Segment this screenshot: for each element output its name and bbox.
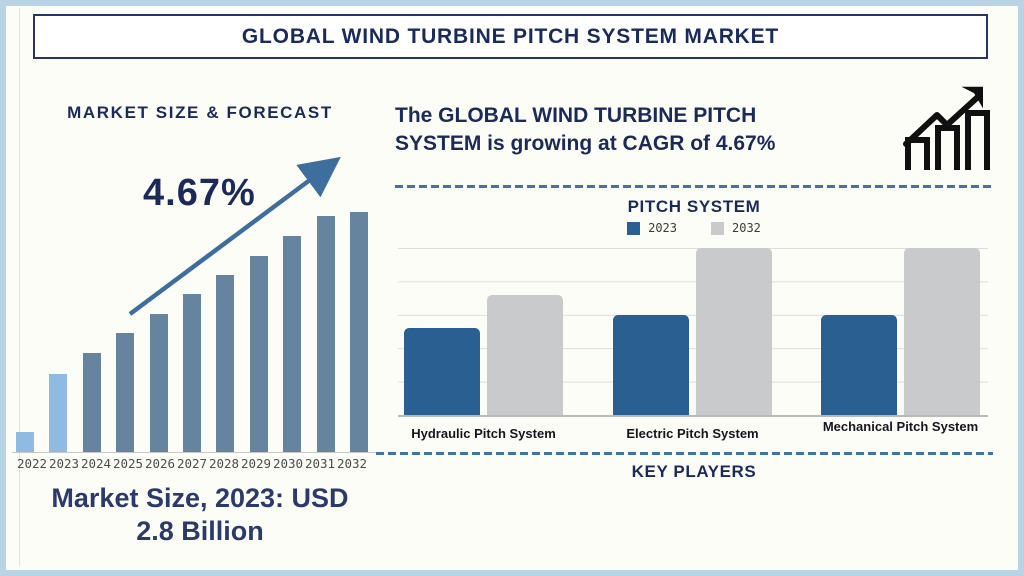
year-label-2024: 2024 bbox=[80, 456, 112, 471]
key-players-heading: KEY PLAYERS bbox=[631, 462, 757, 481]
forecast-bar-2032 bbox=[349, 212, 368, 452]
forecast-bar-2030 bbox=[283, 236, 302, 452]
frame-divider bbox=[19, 8, 20, 566]
mechanical-pitch-system-bar-2023 bbox=[821, 314, 897, 415]
bar-chart-rising-arrow-icon bbox=[903, 86, 990, 170]
legend-swatch-2032 bbox=[711, 221, 724, 235]
forecast-bar-2026 bbox=[149, 314, 168, 452]
market-size-caption: Market Size, 2023: USD 2.8 Billion bbox=[20, 482, 380, 548]
legend-label-2023: 2023 bbox=[648, 221, 677, 235]
market-size-line1: Market Size, 2023: USD bbox=[51, 483, 349, 513]
pitch-system-grouped-bar-chart bbox=[398, 248, 988, 417]
forecast-bar-2022 bbox=[16, 432, 34, 452]
arrowhead bbox=[961, 86, 983, 109]
growth-statement: The GLOBAL WIND TURBINE PITCH SYSTEM is … bbox=[395, 102, 875, 159]
pitch-system-heading: PITCH SYSTEM bbox=[627, 197, 761, 216]
mechanical-pitch-system-bar-2032 bbox=[904, 248, 980, 415]
cagr-annotation: 4.67% bbox=[143, 172, 256, 214]
market-size-forecast-heading: MARKET SIZE & FORECAST bbox=[67, 103, 333, 122]
dashed-divider-top bbox=[395, 185, 993, 188]
forecast-bar-2027 bbox=[182, 294, 201, 452]
dashed-divider-bottom bbox=[376, 452, 993, 455]
year-label-2032: 2032 bbox=[336, 456, 368, 471]
legend-swatch-2023 bbox=[627, 221, 641, 235]
forecast-bar-2031 bbox=[316, 216, 335, 452]
x-axis-year-labels: 2022 2023 2024 2025 2026 2027 2028 2029 2030 2031… bbox=[16, 456, 368, 471]
year-label-2023: 2023 bbox=[48, 456, 80, 471]
year-label-2026: 2026 bbox=[144, 456, 176, 471]
hydraulic-pitch-system-bar-2032 bbox=[487, 294, 563, 415]
forecast-bar-2025 bbox=[116, 332, 135, 452]
forecast-bar-2024 bbox=[82, 352, 101, 452]
hydraulic-pitch-system-bar-2023 bbox=[404, 328, 480, 415]
electric-pitch-system-bar-2023 bbox=[613, 314, 689, 415]
year-label-2029: 2029 bbox=[240, 456, 272, 471]
title-banner: GLOBAL WIND TURBINE PITCH SYSTEM MARKET bbox=[33, 14, 988, 59]
forecast-bar-2028 bbox=[216, 274, 235, 452]
bar-group-electric-pitch-system bbox=[613, 248, 772, 415]
category-label-mechanical-pitch-system: Mechanical Pitch System bbox=[822, 419, 979, 434]
growth-statement-line2: SYSTEM is growing at CAGR of 4.67% bbox=[395, 132, 776, 156]
growth-trend-arrow bbox=[128, 156, 341, 316]
growth-statement-line1: The GLOBAL WIND TURBINE PITCH bbox=[395, 104, 757, 127]
electric-pitch-system-bar-2032 bbox=[696, 248, 772, 415]
bar-group-hydraulic-pitch-system bbox=[404, 248, 563, 415]
market-size-bar-chart bbox=[16, 212, 368, 452]
year-label-2025: 2025 bbox=[112, 456, 144, 471]
chart-legend: 2023 2032 bbox=[395, 221, 993, 235]
category-label-hydraulic-pitch-system: Hydraulic Pitch System bbox=[411, 426, 556, 441]
year-label-2028: 2028 bbox=[208, 456, 240, 471]
bar-group-mechanical-pitch-system bbox=[821, 248, 980, 415]
year-label-2027: 2027 bbox=[176, 456, 208, 471]
x-axis-line bbox=[12, 452, 380, 453]
category-label-electric-pitch-system: Electric Pitch System bbox=[626, 426, 759, 441]
year-label-2031: 2031 bbox=[304, 456, 336, 471]
forecast-bar-2023 bbox=[49, 373, 68, 452]
legend-item-2032: 2032 bbox=[711, 221, 761, 235]
year-label-2022: 2022 bbox=[16, 456, 48, 471]
legend-item-2023: 2023 bbox=[627, 221, 677, 235]
forecast-bar-2029 bbox=[249, 255, 268, 452]
year-label-2030: 2030 bbox=[272, 456, 304, 471]
legend-label-2032: 2032 bbox=[732, 221, 761, 235]
page-title: GLOBAL WIND TURBINE PITCH SYSTEM MARKET bbox=[241, 24, 780, 48]
market-size-line2: 2.8 Billion bbox=[136, 515, 264, 546]
